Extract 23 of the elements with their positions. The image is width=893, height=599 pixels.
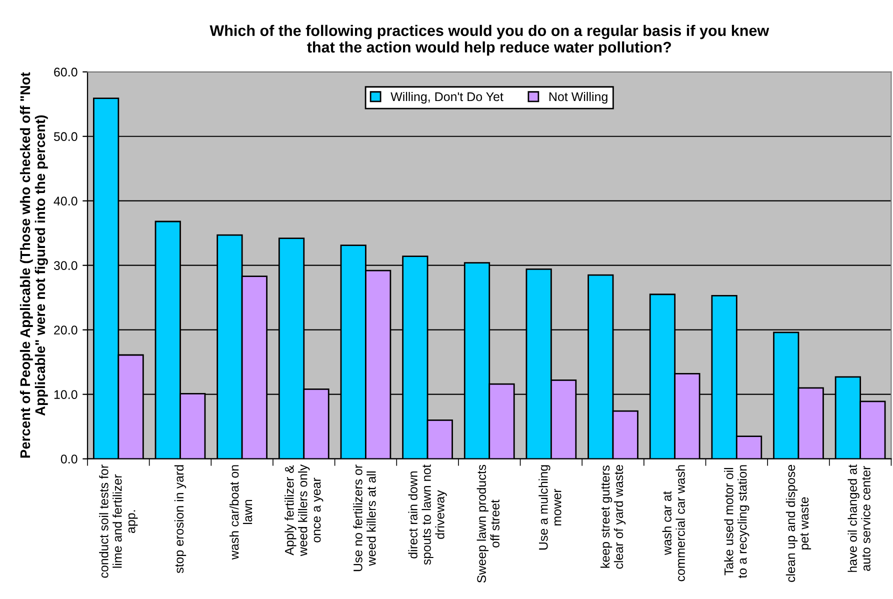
- y-axis-title: Percent of People Applicable (Those who checked off "Not Applicable" were not figured into the percent): [20, 72, 48, 458]
- y-tick-label: 40.0: [54, 196, 78, 206]
- y-tick-label: 10.0: [54, 390, 78, 399]
- x-tick-label: wash car at commercial car wash: [662, 465, 685, 582]
- x-tick-label: Apply fertilizer & weed killers only once a year: [284, 464, 324, 556]
- legend-label: Not Willing: [549, 92, 608, 104]
- x-tick-label: Use a mulching mower: [538, 465, 562, 550]
- y-tick-label: 0.0: [60, 454, 78, 464]
- x-tick-label: Sweep lawn products off street: [476, 464, 500, 583]
- x-tick-label: have oil changed at auto service center: [848, 464, 870, 572]
- x-tick-label: keep street gutters clear of yard waste: [600, 464, 626, 569]
- x-tick-label: conduct soil tests for lime and fertilizer app.: [99, 464, 138, 578]
- x-tick-label: Take used motor oil to a recycling station: [724, 465, 750, 578]
- y-tick-label: 60.0: [54, 68, 78, 77]
- x-tick-label: clean up and dispose pet waste: [786, 464, 812, 582]
- x-tick-label: stop erosion in yard: [174, 465, 186, 574]
- chart-title: Which of the following practices would you do on a regular basis if you knew that the action would help reduce water pollution?: [210, 24, 770, 56]
- x-tick-label: wash car/boat on lawn: [230, 465, 252, 560]
- y-tick-label: 30.0: [54, 261, 78, 270]
- x-tick-label: direct rain down spouts to lawn not driveway: [408, 464, 447, 565]
- y-tick-label: 20.0: [54, 326, 78, 334]
- y-tick-label: 50.0: [54, 132, 78, 142]
- legend-label: Willing, Don't Do Yet: [390, 92, 504, 104]
